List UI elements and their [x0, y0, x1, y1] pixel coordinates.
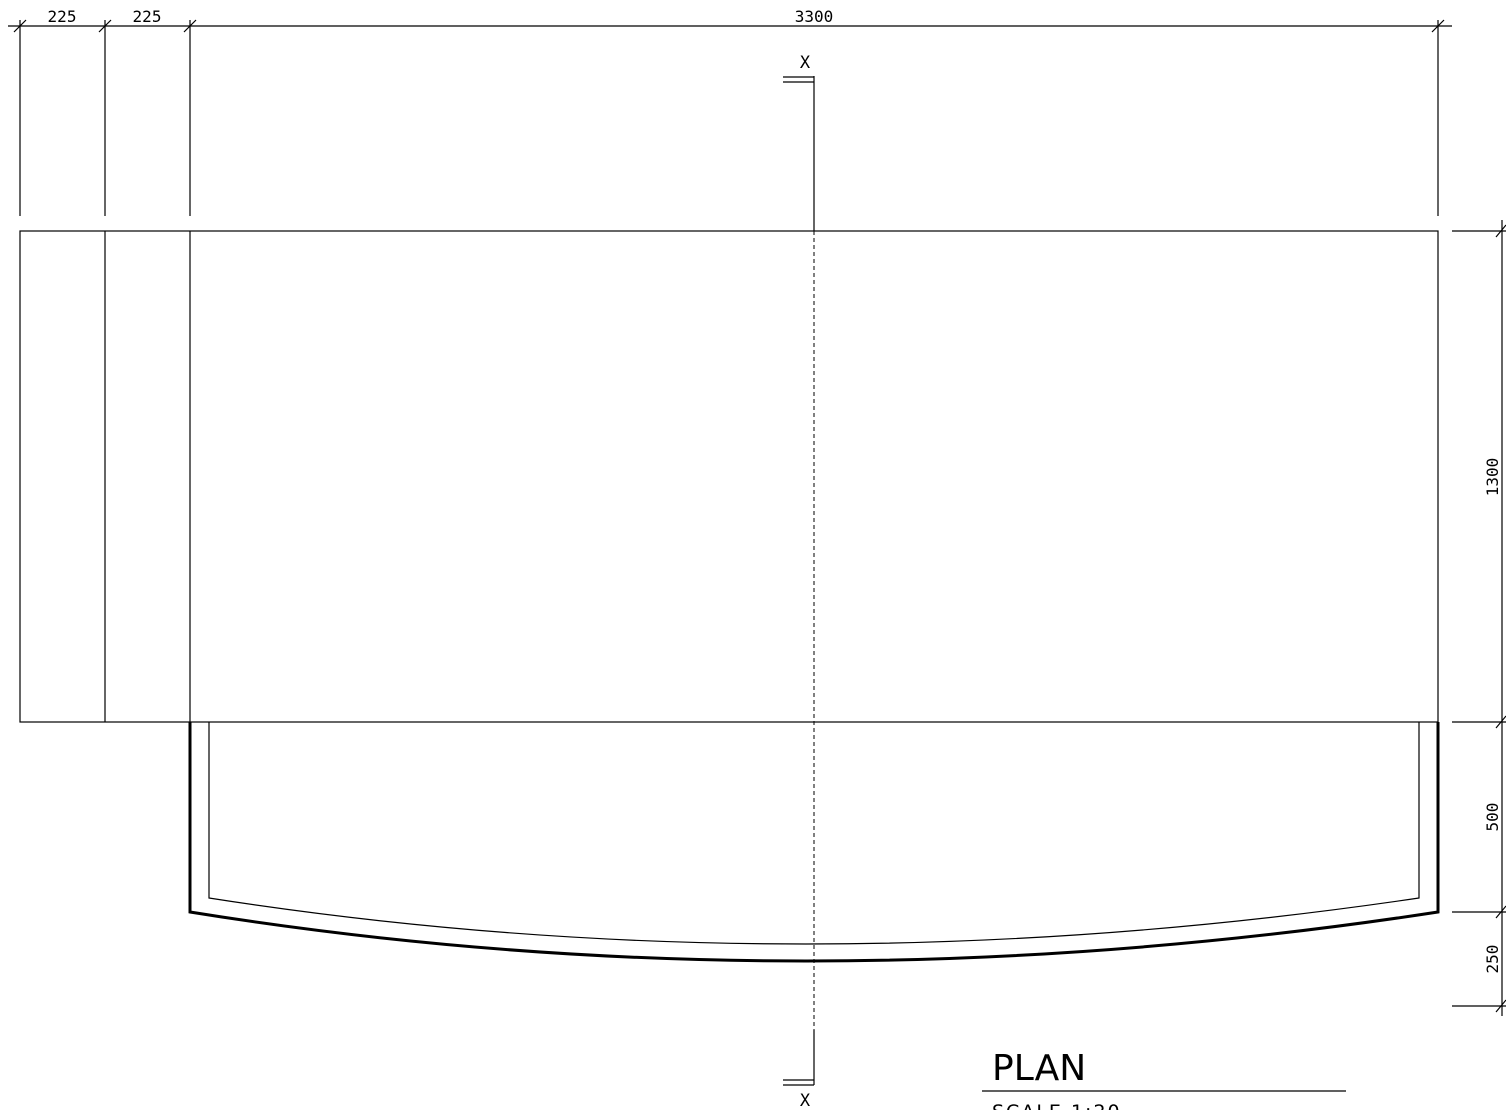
dimension-label-1300: 1300 — [1483, 458, 1502, 497]
dimension-label-225-a: 225 — [48, 7, 77, 26]
section-label-top: X — [800, 53, 811, 73]
outer-curved-edge — [188, 722, 1440, 963]
section-label-bottom: X — [800, 1091, 811, 1110]
dimension-tick — [1495, 715, 1506, 729]
dimension-tick — [1495, 905, 1506, 919]
dimension-tick — [1495, 999, 1506, 1013]
right-dimension-chain: 1300 500 250 — [1452, 220, 1506, 1016]
title-block: PLAN SCALE 1:20 — [982, 1048, 1346, 1110]
dimension-tick — [1495, 224, 1506, 238]
inner-curved-edge — [208, 722, 1420, 945]
drawing-scale: SCALE 1:20 — [992, 1101, 1122, 1110]
drawing-title: PLAN — [992, 1048, 1086, 1089]
dimension-label-500: 500 — [1483, 803, 1502, 832]
section-line-x: X X — [783, 53, 815, 1110]
top-dimension-chain: 225 225 3300 — [8, 7, 1452, 216]
dimension-label-250: 250 — [1483, 945, 1502, 974]
main-slab-outline — [19, 230, 1439, 723]
dimension-label-225-b: 225 — [133, 7, 162, 26]
dimension-label-3300: 3300 — [795, 7, 834, 26]
main-rectangle — [19, 230, 1439, 723]
curved-projection — [188, 722, 1440, 963]
